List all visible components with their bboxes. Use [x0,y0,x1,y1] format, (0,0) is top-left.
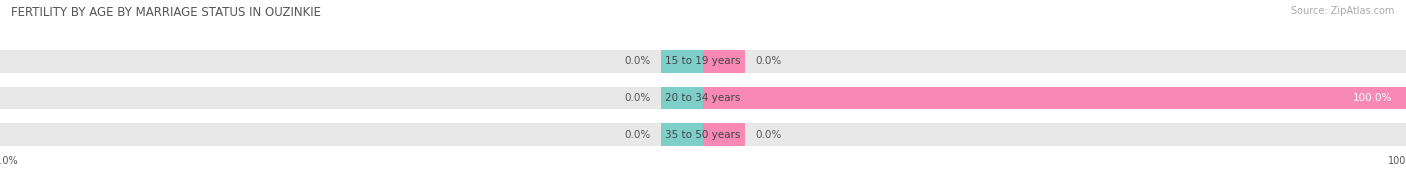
Bar [0,50,703,73]
Text: 0.0%: 0.0% [756,130,782,140]
Text: 0.0%: 0.0% [624,130,650,140]
Text: 15 to 19 years: 15 to 19 years [665,56,741,66]
Text: 0.0%: 0.0% [624,56,650,66]
Text: 100.0%: 100.0% [1353,93,1392,103]
Bar [703,50,1406,73]
Text: 0.0%: 0.0% [624,93,650,103]
Text: 35 to 50 years: 35 to 50 years [665,130,741,140]
Bar [703,123,1406,146]
Bar [0,87,703,109]
Bar [703,87,1406,109]
Text: 20 to 34 years: 20 to 34 years [665,93,741,103]
Text: 0.0%: 0.0% [756,56,782,66]
Bar [703,50,745,73]
Bar [703,87,1406,109]
Bar [661,50,703,73]
Bar [703,123,745,146]
Bar [661,123,703,146]
Bar [661,87,703,109]
Bar [0,123,703,146]
Text: FERTILITY BY AGE BY MARRIAGE STATUS IN OUZINKIE: FERTILITY BY AGE BY MARRIAGE STATUS IN O… [11,6,321,19]
Text: Source: ZipAtlas.com: Source: ZipAtlas.com [1291,6,1395,16]
Bar [703,87,745,109]
